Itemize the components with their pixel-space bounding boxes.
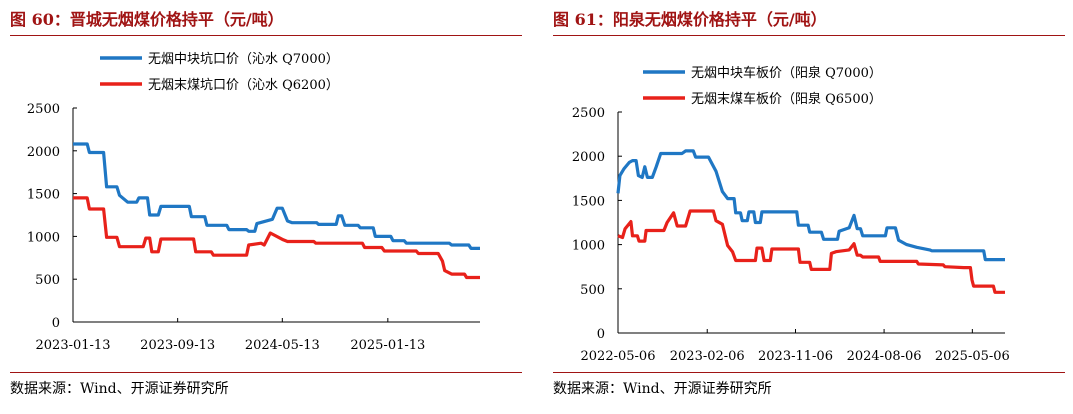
series-line-2	[617, 209, 1005, 294]
x-tick-label: 2023-09-13	[140, 338, 215, 353]
x-tick-label: 2023-11-06	[758, 349, 833, 364]
jincheng-price-chart: 0 500 1000 1500 2000 2500 2023-01-13 2023-09-13…	[27, 52, 480, 353]
y-tick-label: 1000	[572, 239, 605, 254]
x-tick-label: 2023-01-13	[36, 338, 111, 353]
yangquan-price-chart: 0 500 1000 1500 2000 2500 2022-05-06 2023-02-06…	[572, 65, 1010, 364]
source-rule	[10, 372, 522, 373]
title-rule	[553, 35, 1065, 36]
figure-61-panel: 图 61：阳泉无烟煤价格持平（元/吨） 0 500 1000 1500 2000 2500…	[543, 0, 1073, 414]
series-line-1	[73, 142, 480, 250]
x-tick-label: 2023-02-06	[670, 349, 745, 364]
figure-60-panel: 图 60：晋城无烟煤价格持平（元/吨） 0 500 1000 1500 2000 2500…	[0, 0, 530, 414]
y-tick-label: 1500	[27, 188, 60, 203]
x-tick-label: 2025-05-06	[935, 349, 1010, 364]
source-note: 数据来源：Wind、开源证券研究所	[10, 381, 229, 397]
x-tick-label: 2024-05-13	[245, 338, 320, 353]
y-tick-label: 2500	[27, 102, 60, 117]
y-tick-label: 500	[580, 283, 605, 298]
legend-label: 无烟末煤坑口价（沁水 Q6200）	[148, 78, 339, 93]
y-tick-label: 2000	[27, 145, 60, 160]
x-tick-label: 2024-08-06	[847, 349, 922, 364]
y-tick-label: 500	[35, 273, 60, 288]
legend-label: 无烟中块坑口价（沁水 Q7000）	[148, 52, 339, 67]
legend-label: 无烟末煤车板价（阳泉 Q6500）	[691, 91, 882, 107]
figure-title: 图 60：晋城无烟煤价格持平（元/吨）	[10, 10, 284, 29]
y-tick-label: 1000	[27, 230, 60, 245]
title-rule	[10, 35, 522, 36]
series-line-2	[73, 196, 480, 280]
y-tick-label: 2500	[572, 106, 605, 121]
x-tick-label: 2025-01-13	[350, 338, 425, 353]
source-note: 数据来源：Wind、开源证券研究所	[553, 381, 772, 397]
y-tick-label: 0	[597, 327, 605, 342]
source-rule	[553, 372, 1065, 373]
y-tick-label: 2000	[572, 150, 605, 165]
y-tick-label: 0	[52, 316, 60, 331]
y-tick-label: 1500	[572, 194, 605, 209]
series-line-1	[616, 149, 1005, 262]
legend-label: 无烟中块车板价（阳泉 Q7000）	[691, 65, 882, 81]
x-tick-label: 2022-05-06	[581, 349, 656, 364]
figure-title: 图 61：阳泉无烟煤价格持平（元/吨）	[553, 10, 827, 29]
